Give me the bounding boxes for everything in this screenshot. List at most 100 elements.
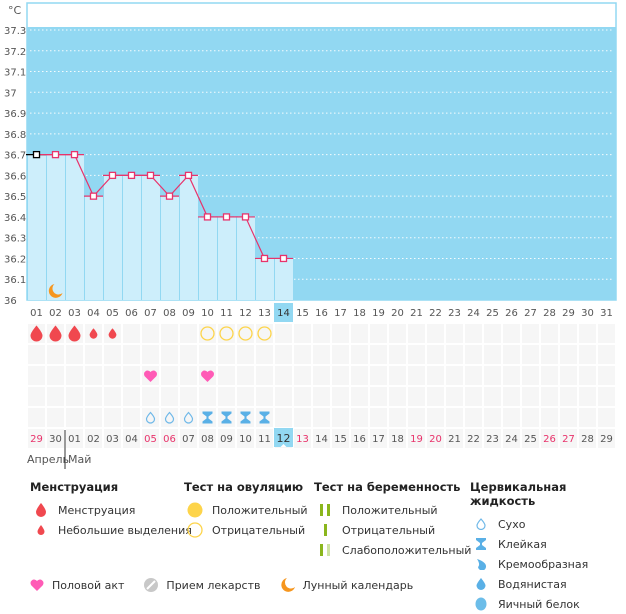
symptom-cell bbox=[237, 387, 254, 406]
symptom-cell bbox=[123, 366, 140, 385]
symptom-cell bbox=[503, 324, 520, 343]
x-tick-label: 10 bbox=[201, 308, 214, 319]
symptom-cell bbox=[351, 366, 368, 385]
symptom-cell bbox=[522, 366, 539, 385]
calendar-date: 02 bbox=[87, 434, 100, 445]
sticky-hourglass-icon bbox=[202, 411, 213, 424]
ovulation-negative-icon bbox=[257, 326, 272, 341]
spotting-drop-icon bbox=[108, 328, 117, 339]
symptom-cell bbox=[142, 387, 159, 406]
menstruation-drop-icon bbox=[68, 325, 81, 342]
symptom-cell bbox=[541, 324, 558, 343]
filled-circle-icon bbox=[184, 502, 206, 518]
symptom-cell bbox=[446, 387, 463, 406]
legend-item-ovulation-positive: Положительный bbox=[184, 500, 308, 520]
symptom-cell bbox=[332, 408, 349, 427]
legend-label: Прием лекарств bbox=[166, 578, 261, 592]
x-tick-label: 20 bbox=[391, 308, 404, 319]
temperature-point bbox=[108, 171, 117, 180]
y-tick-label: 36.2 bbox=[4, 254, 26, 265]
symptom-cell bbox=[579, 324, 596, 343]
symptom-cell bbox=[256, 429, 273, 448]
legend-label: Положительный bbox=[212, 503, 308, 517]
symptom-cell bbox=[503, 387, 520, 406]
symptom-cell bbox=[256, 387, 273, 406]
x-tick-label: 22 bbox=[429, 308, 442, 319]
calendar-date: 21 bbox=[448, 434, 461, 445]
legend-label: Водянистая bbox=[498, 577, 567, 591]
calendar-date: 05 bbox=[144, 434, 157, 445]
calendar-date: 11 bbox=[258, 434, 271, 445]
symptom-cell bbox=[47, 345, 64, 364]
legend-label: Кремообразная bbox=[498, 557, 589, 571]
temperature-bar bbox=[27, 154, 46, 300]
symptom-cell bbox=[370, 429, 387, 448]
symptom-cell bbox=[218, 345, 235, 364]
legend-label: Сухо bbox=[498, 517, 526, 531]
symptom-cell bbox=[370, 345, 387, 364]
symptom-cell bbox=[294, 387, 311, 406]
symptom-cell bbox=[522, 345, 539, 364]
temperature-bar bbox=[122, 175, 141, 300]
symptom-cell bbox=[123, 387, 140, 406]
hourglass-shape bbox=[259, 411, 270, 424]
calendar-date: 17 bbox=[372, 434, 385, 445]
dry-drop-icon bbox=[470, 518, 492, 530]
legend-item-intercourse: Половой акт bbox=[30, 579, 124, 592]
symptom-cell bbox=[161, 366, 178, 385]
symptom-cell bbox=[579, 429, 596, 448]
symptom-cell bbox=[389, 408, 406, 427]
drop-outline bbox=[145, 411, 156, 424]
symptom-cell bbox=[351, 387, 368, 406]
symptom-cell bbox=[66, 408, 83, 427]
legend-item-watery: Водянистая bbox=[470, 574, 626, 594]
hourglass-shape bbox=[221, 411, 232, 424]
sticky-hourglass-icon bbox=[221, 411, 232, 424]
calendar-date: 20 bbox=[429, 434, 442, 445]
symptom-cell bbox=[522, 387, 539, 406]
calendar-date: 10 bbox=[239, 434, 252, 445]
symptom-cell bbox=[408, 408, 425, 427]
y-tick-label: 36.1 bbox=[4, 275, 26, 286]
symptom-cell bbox=[313, 324, 330, 343]
legend-menstruation-title: Менструация bbox=[30, 480, 119, 494]
x-tick-label: 28 bbox=[543, 308, 556, 319]
symptom-cell bbox=[28, 429, 45, 448]
legend-item-pregnancy-faint: Слабоположительный bbox=[314, 540, 471, 560]
dry-drop-icon bbox=[183, 411, 194, 424]
symptom-cell bbox=[579, 366, 596, 385]
symptom-cell bbox=[503, 429, 520, 448]
x-tick-label: 30 bbox=[581, 308, 594, 319]
today-pointer bbox=[280, 444, 287, 447]
symptom-cell bbox=[446, 345, 463, 364]
faint-double-bar-icon bbox=[314, 544, 336, 556]
temperature-point bbox=[165, 192, 174, 200]
temperature-point bbox=[32, 150, 41, 159]
legend-menstruation: Менструация Менструация Небольшие выделе… bbox=[30, 480, 192, 540]
symptom-cell bbox=[313, 366, 330, 385]
y-tick-label: 36.6 bbox=[4, 171, 26, 182]
temperature-point bbox=[222, 213, 231, 221]
symptom-cell bbox=[427, 429, 444, 448]
symptom-cell bbox=[180, 345, 197, 364]
symptom-cell bbox=[370, 366, 387, 385]
symptom-cell bbox=[142, 429, 159, 448]
legend-item-egg-white: Яичный белок bbox=[470, 594, 626, 614]
symptom-cell bbox=[28, 366, 45, 385]
calendar-date: 12 bbox=[277, 432, 291, 445]
x-tick-label: 11 bbox=[220, 308, 233, 319]
calendar-date: 04 bbox=[125, 434, 138, 445]
symptom-cell bbox=[142, 324, 159, 343]
symptom-cell bbox=[275, 387, 292, 406]
symptom-cell bbox=[370, 408, 387, 427]
symptom-cell bbox=[66, 387, 83, 406]
y-tick-label: 36.9 bbox=[4, 109, 26, 120]
temperature-point bbox=[241, 213, 250, 221]
symptom-cell bbox=[294, 408, 311, 427]
symptom-cell bbox=[408, 324, 425, 343]
temperature-point bbox=[89, 192, 98, 200]
symptom-cell bbox=[123, 324, 140, 343]
symptom-cell bbox=[142, 408, 159, 427]
symptom-cell bbox=[161, 345, 178, 364]
symptom-cell bbox=[465, 387, 482, 406]
